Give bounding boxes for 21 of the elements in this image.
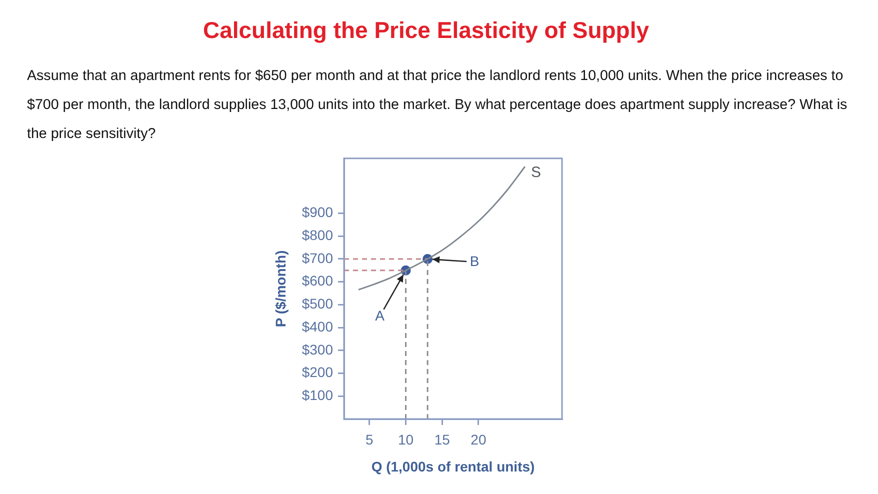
x-tick-label: 20 <box>470 431 486 448</box>
y-tick-label: $900 <box>302 204 334 220</box>
chart-title: Calculating the Price Elasticity of Supply <box>202 16 650 45</box>
x-tick-label: 5 <box>366 431 374 448</box>
line-series <box>358 166 526 290</box>
y-tick-label: $600 <box>302 272 334 289</box>
y-tick-label: $500 <box>302 296 334 312</box>
y-tick-label: $700 <box>302 250 334 266</box>
x-axis-title: Q (1,000s of rental units) <box>371 458 535 474</box>
y-axis-title: P ($/month) <box>272 250 288 328</box>
annotation: B <box>470 252 480 269</box>
x-tick-label: 10 <box>398 431 414 448</box>
series-label: S <box>530 164 541 181</box>
y-tick-label: $200 <box>302 364 334 380</box>
annotation: A <box>375 307 386 324</box>
y-tick-label: $400 <box>302 318 334 334</box>
chart-subtitle: Assume that an apartment rents for $650 per month and at that price the landlord rents 10,000 units. When the price increases to $700 per month, the landlord supplies 13,000 units into the market. By what percentage does apartment supply increase? What is the price sensitivity? <box>27 67 848 144</box>
y-tick-label: $800 <box>302 226 334 243</box>
y-tick-label: $100 <box>302 387 334 403</box>
y-tick-label: $300 <box>302 341 334 358</box>
x-tick-label: 15 <box>434 431 450 448</box>
